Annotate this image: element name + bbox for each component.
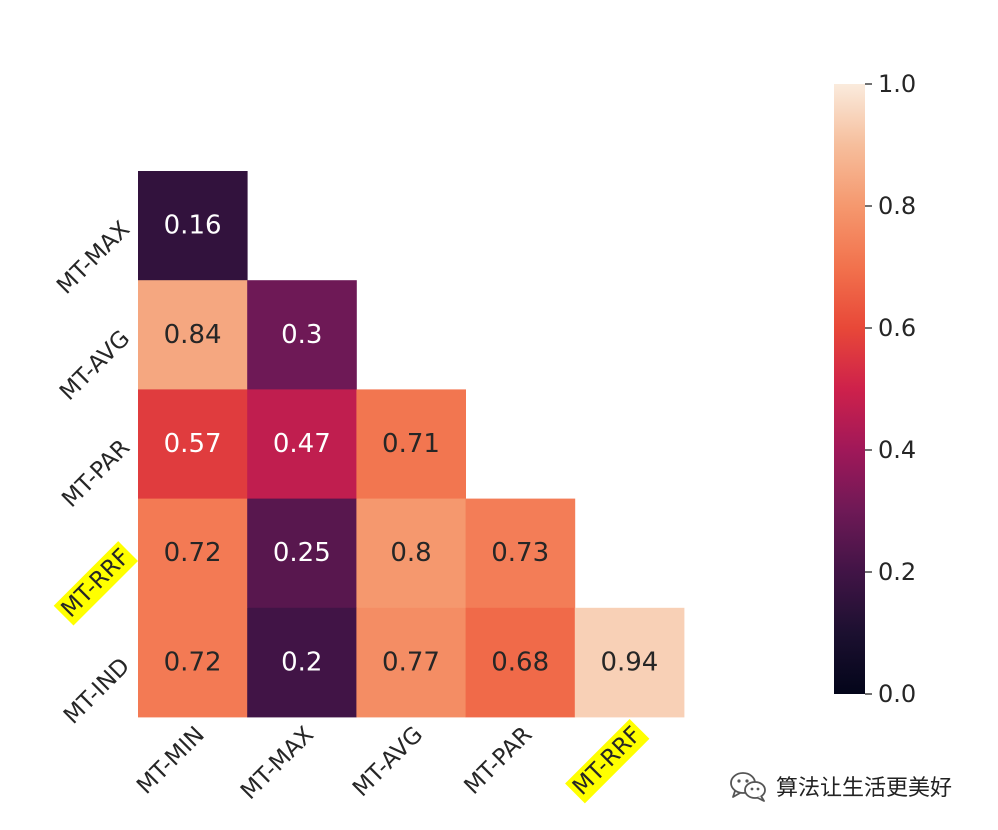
y-label-3-highlight [53,541,139,626]
colorbar-tick-label-2: 0.4 [878,436,916,464]
x-label-2-text: MT-AVG [348,722,428,802]
heatmap-cell-r3-c3 [465,498,576,609]
x-label-0-text: MT-MIN [132,722,210,800]
x-label-3-text: MT-PAR [459,722,537,800]
x-label-4-text: MT-RRF [568,722,647,801]
colorbar-tick-label-0: 0.0 [878,680,916,708]
x-label-3: MT-PAR [459,722,537,800]
colorbar-tick-label-1: 0.2 [878,558,916,586]
cell-value-label-r2-c1: 0.47 [273,429,331,459]
cell-value-label-r2-c0: 0.57 [164,429,222,459]
y-axis-labels: MT-MAX MT-AVG MT-PAR MT-RRF MT-IND [52,216,139,729]
cell-value-label-r4-c1: 0.2 [281,647,322,677]
y-label-4: MT-IND [59,653,135,729]
colorbar-gradient [834,84,865,694]
heatmap-cell-r4-c2 [356,607,466,718]
heatmap-cells: 0.16 0.84 0.3 0.57 0.47 0.71 0.72 0.25 0.8 0.73 0.… [138,171,685,718]
heatmap-cell-r4-c0 [138,607,248,718]
x-label-1-text: MT-MAX [236,722,319,805]
cell-value-label-r4-c0: 0.72 [164,647,222,677]
colorbar-tick-label-3: 0.6 [878,314,916,342]
heatmap-cell-r0-c0 [138,171,248,281]
cell-value-label-r3-c3: 0.73 [491,538,549,568]
heatmap-cell-r3-c1 [247,498,357,609]
y-label-1-text: MT-AVG [55,326,135,406]
cell-value-label-r4-c3: 0.68 [491,647,549,677]
x-axis-labels: MT-MIN MT-MAX MT-AVG MT-PAR MT-RRF [132,718,650,805]
cell-value-label-r4-c2: 0.77 [382,647,440,677]
heatmap-cell-r4-c3 [465,607,576,718]
cell-value-label-r4-c4: 0.94 [600,647,658,677]
cell-value-label-r0-c0: 0.16 [164,211,222,241]
heatmap-cell-r2-c0 [138,389,248,499]
colorbar: 0.0 0.2 0.4 0.6 0.8 1.0 [834,70,916,708]
y-label-0-text: MT-MAX [52,216,135,299]
cell-value-label-r2-c2: 0.71 [382,429,440,459]
y-label-4-text: MT-IND [59,653,135,729]
watermark-text: 算法让生活更美好 [776,776,953,801]
heatmap-cell-r1-c1 [247,280,357,390]
cell-value-label-r1-c0: 0.84 [164,320,222,350]
cell-value-label-r1-c1: 0.3 [281,320,322,350]
colorbar-tick-label-4: 0.8 [878,192,916,220]
x-label-1: MT-MAX [236,722,319,805]
colorbar-tick-label-5: 1.0 [878,70,916,98]
y-label-3-text: MT-RRF [57,544,136,623]
y-label-1: MT-AVG [55,326,135,406]
x-label-2: MT-AVG [348,722,428,802]
heatmap-cell-r1-c0 [138,280,248,390]
x-label-0: MT-MIN [132,722,210,800]
heatmap-cell-r3-c0 [138,498,248,609]
y-label-3: MT-RRF [53,541,139,626]
cell-value-label-r3-c1: 0.25 [273,538,331,568]
x-label-4: MT-RRF [565,718,650,804]
x-label-4-highlight [565,718,650,804]
heatmap-cell-r4-c1 [247,607,357,718]
y-label-0: MT-MAX [52,216,135,299]
watermark: 算法让生活更美好 [728,770,952,802]
y-label-2: MT-PAR [57,435,135,513]
y-label-2-text: MT-PAR [57,435,135,513]
heatmap-cell-r3-c2 [356,498,466,609]
heatmap-cell-r4-c4 [574,607,685,718]
wechat-icon [730,772,766,802]
cell-value-label-r3-c2: 0.8 [390,538,431,568]
heatmap-cell-r2-c2 [356,389,466,499]
heatmap-cell-r2-c1 [247,389,357,499]
cell-value-label-r3-c0: 0.72 [164,538,222,568]
